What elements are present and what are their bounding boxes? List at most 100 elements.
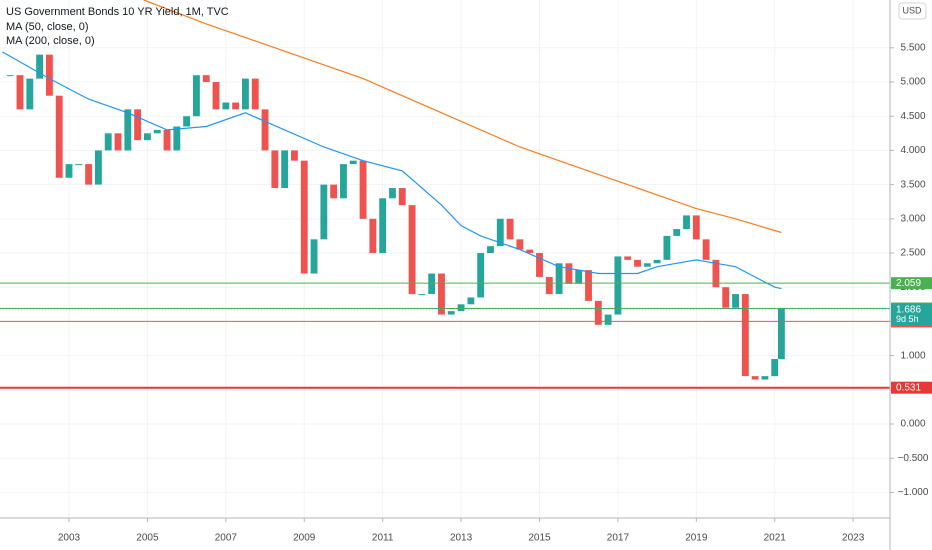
candle (614, 256, 622, 315)
x-tick-label: 2017 (607, 533, 630, 544)
candle (251, 78, 259, 110)
x-tick-label: 2023 (842, 533, 865, 544)
price-label: 0.531 (896, 382, 921, 393)
candle (624, 256, 632, 260)
candle (477, 253, 485, 298)
x-tick-label: 2021 (764, 533, 787, 544)
candle (310, 239, 318, 274)
candle (173, 126, 181, 151)
candle (232, 102, 240, 110)
grid (0, 0, 890, 518)
candle (545, 276, 553, 295)
y-tick-label: 3.000 (900, 213, 925, 224)
candle (389, 188, 396, 199)
y-tick-label: 1.000 (900, 350, 925, 361)
y-tick-label: −1.000 (898, 487, 929, 498)
currency-box[interactable] (898, 2, 927, 20)
candle (75, 164, 83, 166)
candle (379, 198, 387, 254)
candle (536, 253, 543, 277)
candle (418, 294, 426, 296)
moving-average (2, 51, 782, 290)
candle (359, 160, 367, 219)
candle (594, 300, 602, 325)
candle (349, 160, 357, 165)
candle (340, 164, 347, 199)
price-label-bg (891, 277, 932, 290)
y-tick-label: 0.000 (900, 419, 925, 430)
candle (320, 184, 328, 240)
candle (143, 133, 151, 141)
candle (496, 218, 504, 247)
candle (242, 78, 249, 110)
candle (575, 270, 583, 284)
candle (771, 359, 779, 377)
candle (291, 150, 298, 161)
candle (6, 75, 14, 77)
candle (163, 129, 171, 151)
y-tick-label: 5.500 (900, 42, 925, 53)
candle (45, 54, 53, 96)
candle (732, 294, 739, 308)
candle (104, 133, 112, 151)
candle (447, 311, 455, 315)
plot-area (0, 0, 890, 389)
candle (741, 294, 749, 377)
candle (55, 95, 63, 178)
candle (65, 164, 73, 178)
x-tick-label: 2003 (58, 533, 81, 544)
candle (663, 235, 671, 260)
candle (398, 188, 406, 206)
x-tick-label: 2019 (685, 533, 708, 544)
candle (585, 270, 592, 301)
candle (634, 259, 641, 267)
last-price-bg (891, 303, 932, 326)
candle (212, 82, 220, 110)
last-price: 1.686 (896, 304, 921, 315)
candle (712, 259, 720, 288)
candle (565, 263, 573, 284)
axes: −1.000−0.5000.0000.5001.0001.5002.0002.5… (58, 42, 932, 544)
x-tick-label: 2013 (450, 533, 473, 544)
candle (526, 249, 534, 254)
candle (134, 109, 142, 141)
candle (604, 314, 612, 325)
candle (428, 273, 436, 295)
candle (555, 263, 563, 295)
y-tick-label: 3.500 (900, 179, 925, 190)
candle (467, 297, 475, 305)
candle (202, 75, 210, 83)
y-tick-label: 5.000 (900, 77, 925, 88)
x-tick-label: 2015 (528, 533, 551, 544)
candle (653, 259, 661, 264)
currency[interactable]: USD (902, 5, 922, 15)
candle (26, 78, 34, 110)
candle (124, 109, 132, 151)
candle (692, 215, 700, 240)
candle (261, 109, 269, 151)
candle (673, 229, 681, 236)
x-tick-label: 2011 (372, 533, 394, 544)
legend-entry: MA (200, close, 0) (6, 35, 95, 47)
candle (222, 102, 230, 110)
x-tick-label: 2007 (215, 533, 238, 544)
candle (506, 218, 514, 240)
candle (85, 164, 93, 185)
candle (183, 116, 191, 127)
candle (369, 218, 377, 254)
candle (777, 308, 785, 360)
candle (438, 273, 445, 315)
y-tick-label: 4.000 (900, 145, 925, 156)
y-tick-label: −0.500 (898, 453, 929, 464)
candle (457, 304, 465, 312)
candle (702, 239, 710, 260)
price-label: 2.059 (896, 278, 921, 289)
candle (408, 205, 416, 295)
candle (751, 376, 759, 380)
y-tick-label: 4.500 (900, 111, 925, 122)
candle (114, 133, 122, 151)
legend-entry: MA (50, close, 0) (6, 21, 89, 33)
candle (761, 376, 769, 380)
price-label-bg (891, 381, 932, 394)
